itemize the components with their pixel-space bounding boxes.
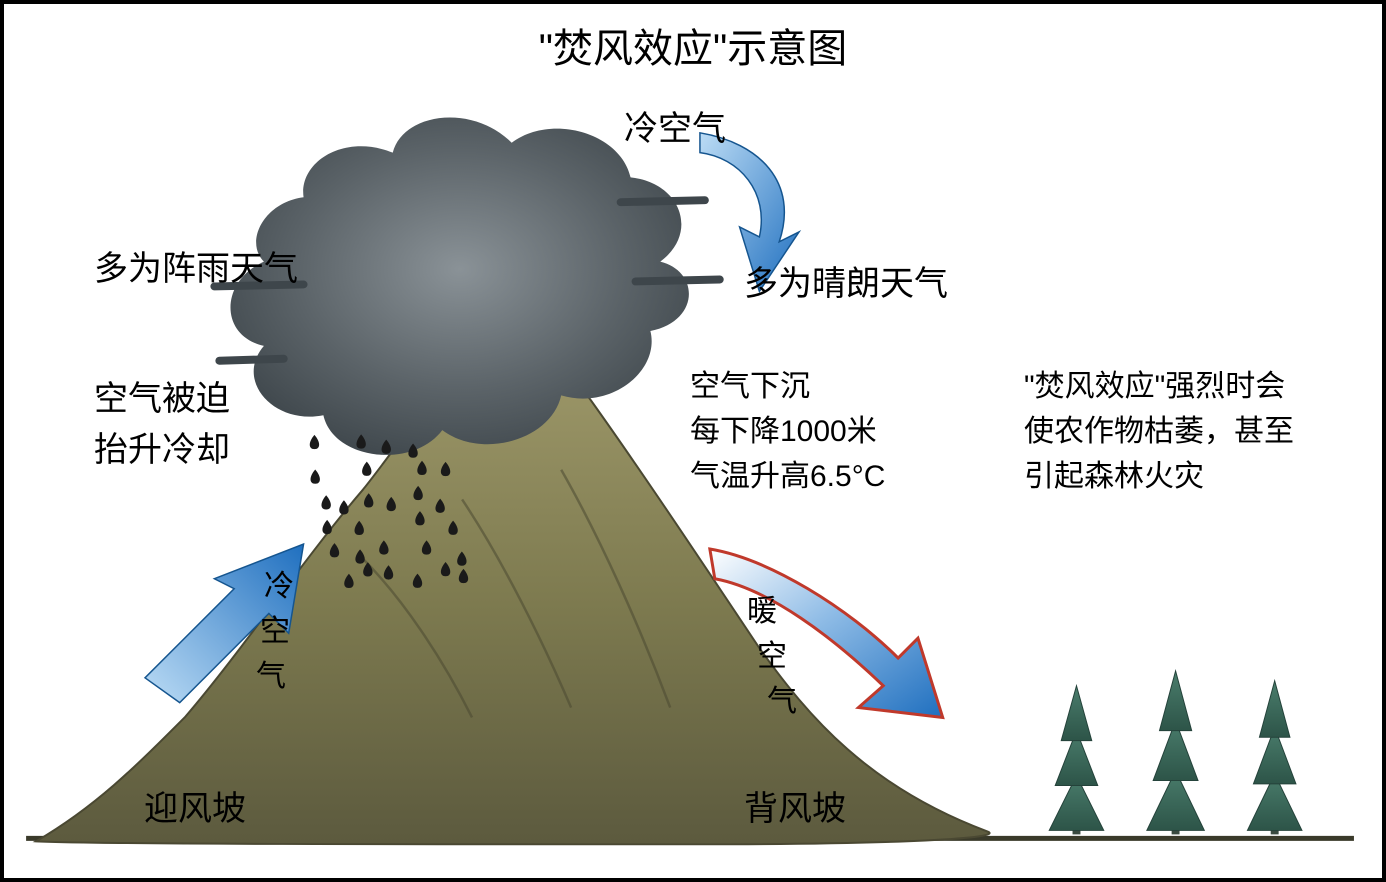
label-cold-air: 冷空气 xyxy=(624,104,726,155)
label-rainy-weather: 多为阵雨天气 xyxy=(94,244,298,295)
label-air-sinks: 空气下沉 每下降1000米 气温升高6.5°C xyxy=(690,364,885,499)
label-air-forced-rise: 空气被迫 抬升冷却 xyxy=(94,374,230,476)
diagram-title: "焚风效应"示意图 xyxy=(539,16,847,74)
label-warm-air-vertical: 暖空气 xyxy=(747,589,777,724)
trees xyxy=(1049,671,1302,835)
label-cold-air-vertical: 冷空气 xyxy=(264,564,294,699)
label-sunny-weather: 多为晴朗天气 xyxy=(744,259,948,310)
label-effect-note: "焚风效应"强烈时会 使农作物枯萎，甚至 引起森林火灾 xyxy=(1024,364,1294,499)
label-windward-slope: 迎风坡 xyxy=(144,784,246,835)
label-leeward-slope: 背风坡 xyxy=(744,784,846,835)
diagram-canvas: "焚风效应"示意图 冷空气 多为阵雨天气 多为晴朗天气 空气被迫 抬升冷却 空气… xyxy=(0,0,1386,882)
